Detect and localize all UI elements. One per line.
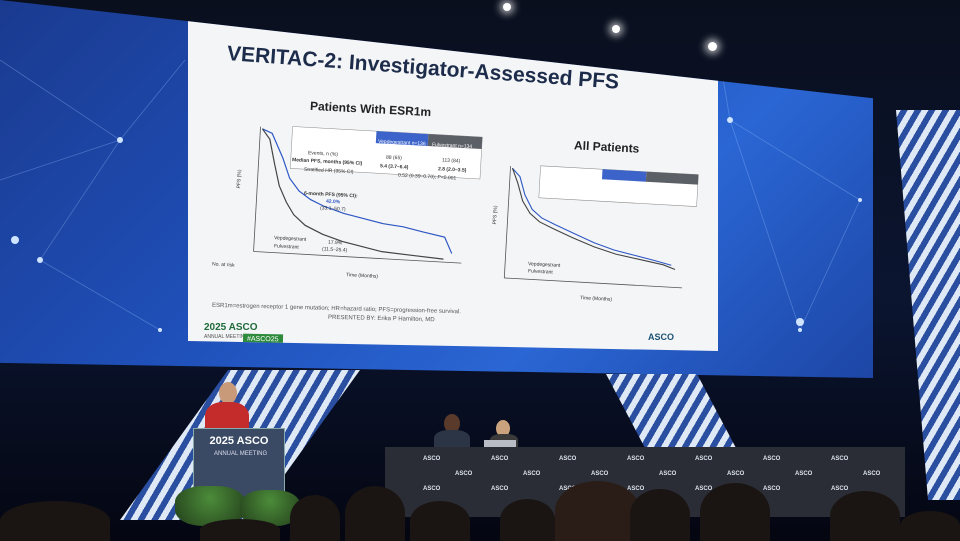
asco-brand: 2025 ASCO xyxy=(204,322,258,333)
val-events-ful: 113 (84) xyxy=(441,157,461,165)
table-pattern-text: ASCO xyxy=(727,471,745,477)
y-axis-label-left: PFS (%) xyxy=(235,169,243,189)
table-pattern-text: ASCO xyxy=(491,486,509,492)
table-pattern-text: ASCO xyxy=(455,471,473,477)
audience-head xyxy=(630,489,690,541)
table-pattern-text: ASCO xyxy=(763,456,781,462)
table-pattern-text: ASCO xyxy=(627,456,645,462)
panelist-1-head xyxy=(444,414,460,433)
val-events-vep: 88 (65) xyxy=(385,154,402,162)
table-pattern-text: ASCO xyxy=(831,456,849,462)
audience-head xyxy=(500,499,555,541)
audience-head xyxy=(830,491,900,541)
table-pattern-text: ASCO xyxy=(659,471,677,477)
sixmonth-ful: 17.9% xyxy=(327,239,343,247)
sixmonth-vep: 42.0% xyxy=(325,198,341,206)
ceiling-light xyxy=(503,3,511,11)
speaker-head xyxy=(219,382,237,404)
laptop xyxy=(484,440,516,448)
audience-head xyxy=(555,481,640,541)
at-risk-label: No. at risk xyxy=(211,261,235,269)
table-pattern-text: ASCO xyxy=(591,471,609,477)
table-pattern-text: ASCO xyxy=(423,486,441,492)
km-plots xyxy=(253,126,699,289)
table-pattern-text: ASCO xyxy=(695,456,713,462)
table-pattern-text: ASCO xyxy=(523,471,541,477)
audience-head xyxy=(410,501,470,541)
ceiling-light xyxy=(612,25,620,33)
legend-ful-right: Fulvestrant xyxy=(527,268,553,276)
annual-meeting-label: ANNUAL MEETING xyxy=(204,334,249,340)
audience-head xyxy=(290,495,340,541)
table-pattern-text: ASCO xyxy=(831,486,849,492)
table-pattern-text: ASCO xyxy=(491,456,509,462)
panelist-2-head xyxy=(496,420,510,437)
sixmonth-ful-ci: (11.5–25.4) xyxy=(321,246,348,254)
presentation-slide: VERITAC-2: Investigator-Assessed PFS Pat… xyxy=(188,16,718,351)
audience-head xyxy=(200,519,280,541)
podium-label: 2025 ASCO xyxy=(209,435,269,447)
table-pattern-text: ASCO xyxy=(695,486,713,492)
network-graphic xyxy=(0,59,862,332)
audience-head xyxy=(900,511,960,541)
table-pattern-text: ASCO xyxy=(795,471,813,477)
sixmonth-vep-ci: (33.1–50.7) xyxy=(319,205,346,213)
audience-head xyxy=(345,486,405,541)
panelist-1-body xyxy=(434,430,470,450)
table-pattern-text: ASCO xyxy=(559,456,577,462)
legend-ful-left: Fulvestrant xyxy=(273,243,299,251)
asco-logo: ASCO xyxy=(648,332,675,342)
podium: 2025 ASCO ANNUAL MEETING xyxy=(193,428,285,502)
ceiling-light xyxy=(708,42,717,51)
audience-head xyxy=(0,501,110,541)
table-pattern-text: ASCO xyxy=(763,486,781,492)
y-axis-label-right: PFS (%) xyxy=(491,205,499,225)
table-pattern-text: ASCO xyxy=(627,486,645,492)
podium-sublabel: ANNUAL MEETING xyxy=(214,451,268,457)
table-pattern-text: ASCO xyxy=(423,456,441,462)
audience-head xyxy=(700,483,770,541)
table-pattern-text: ASCO xyxy=(863,471,881,477)
